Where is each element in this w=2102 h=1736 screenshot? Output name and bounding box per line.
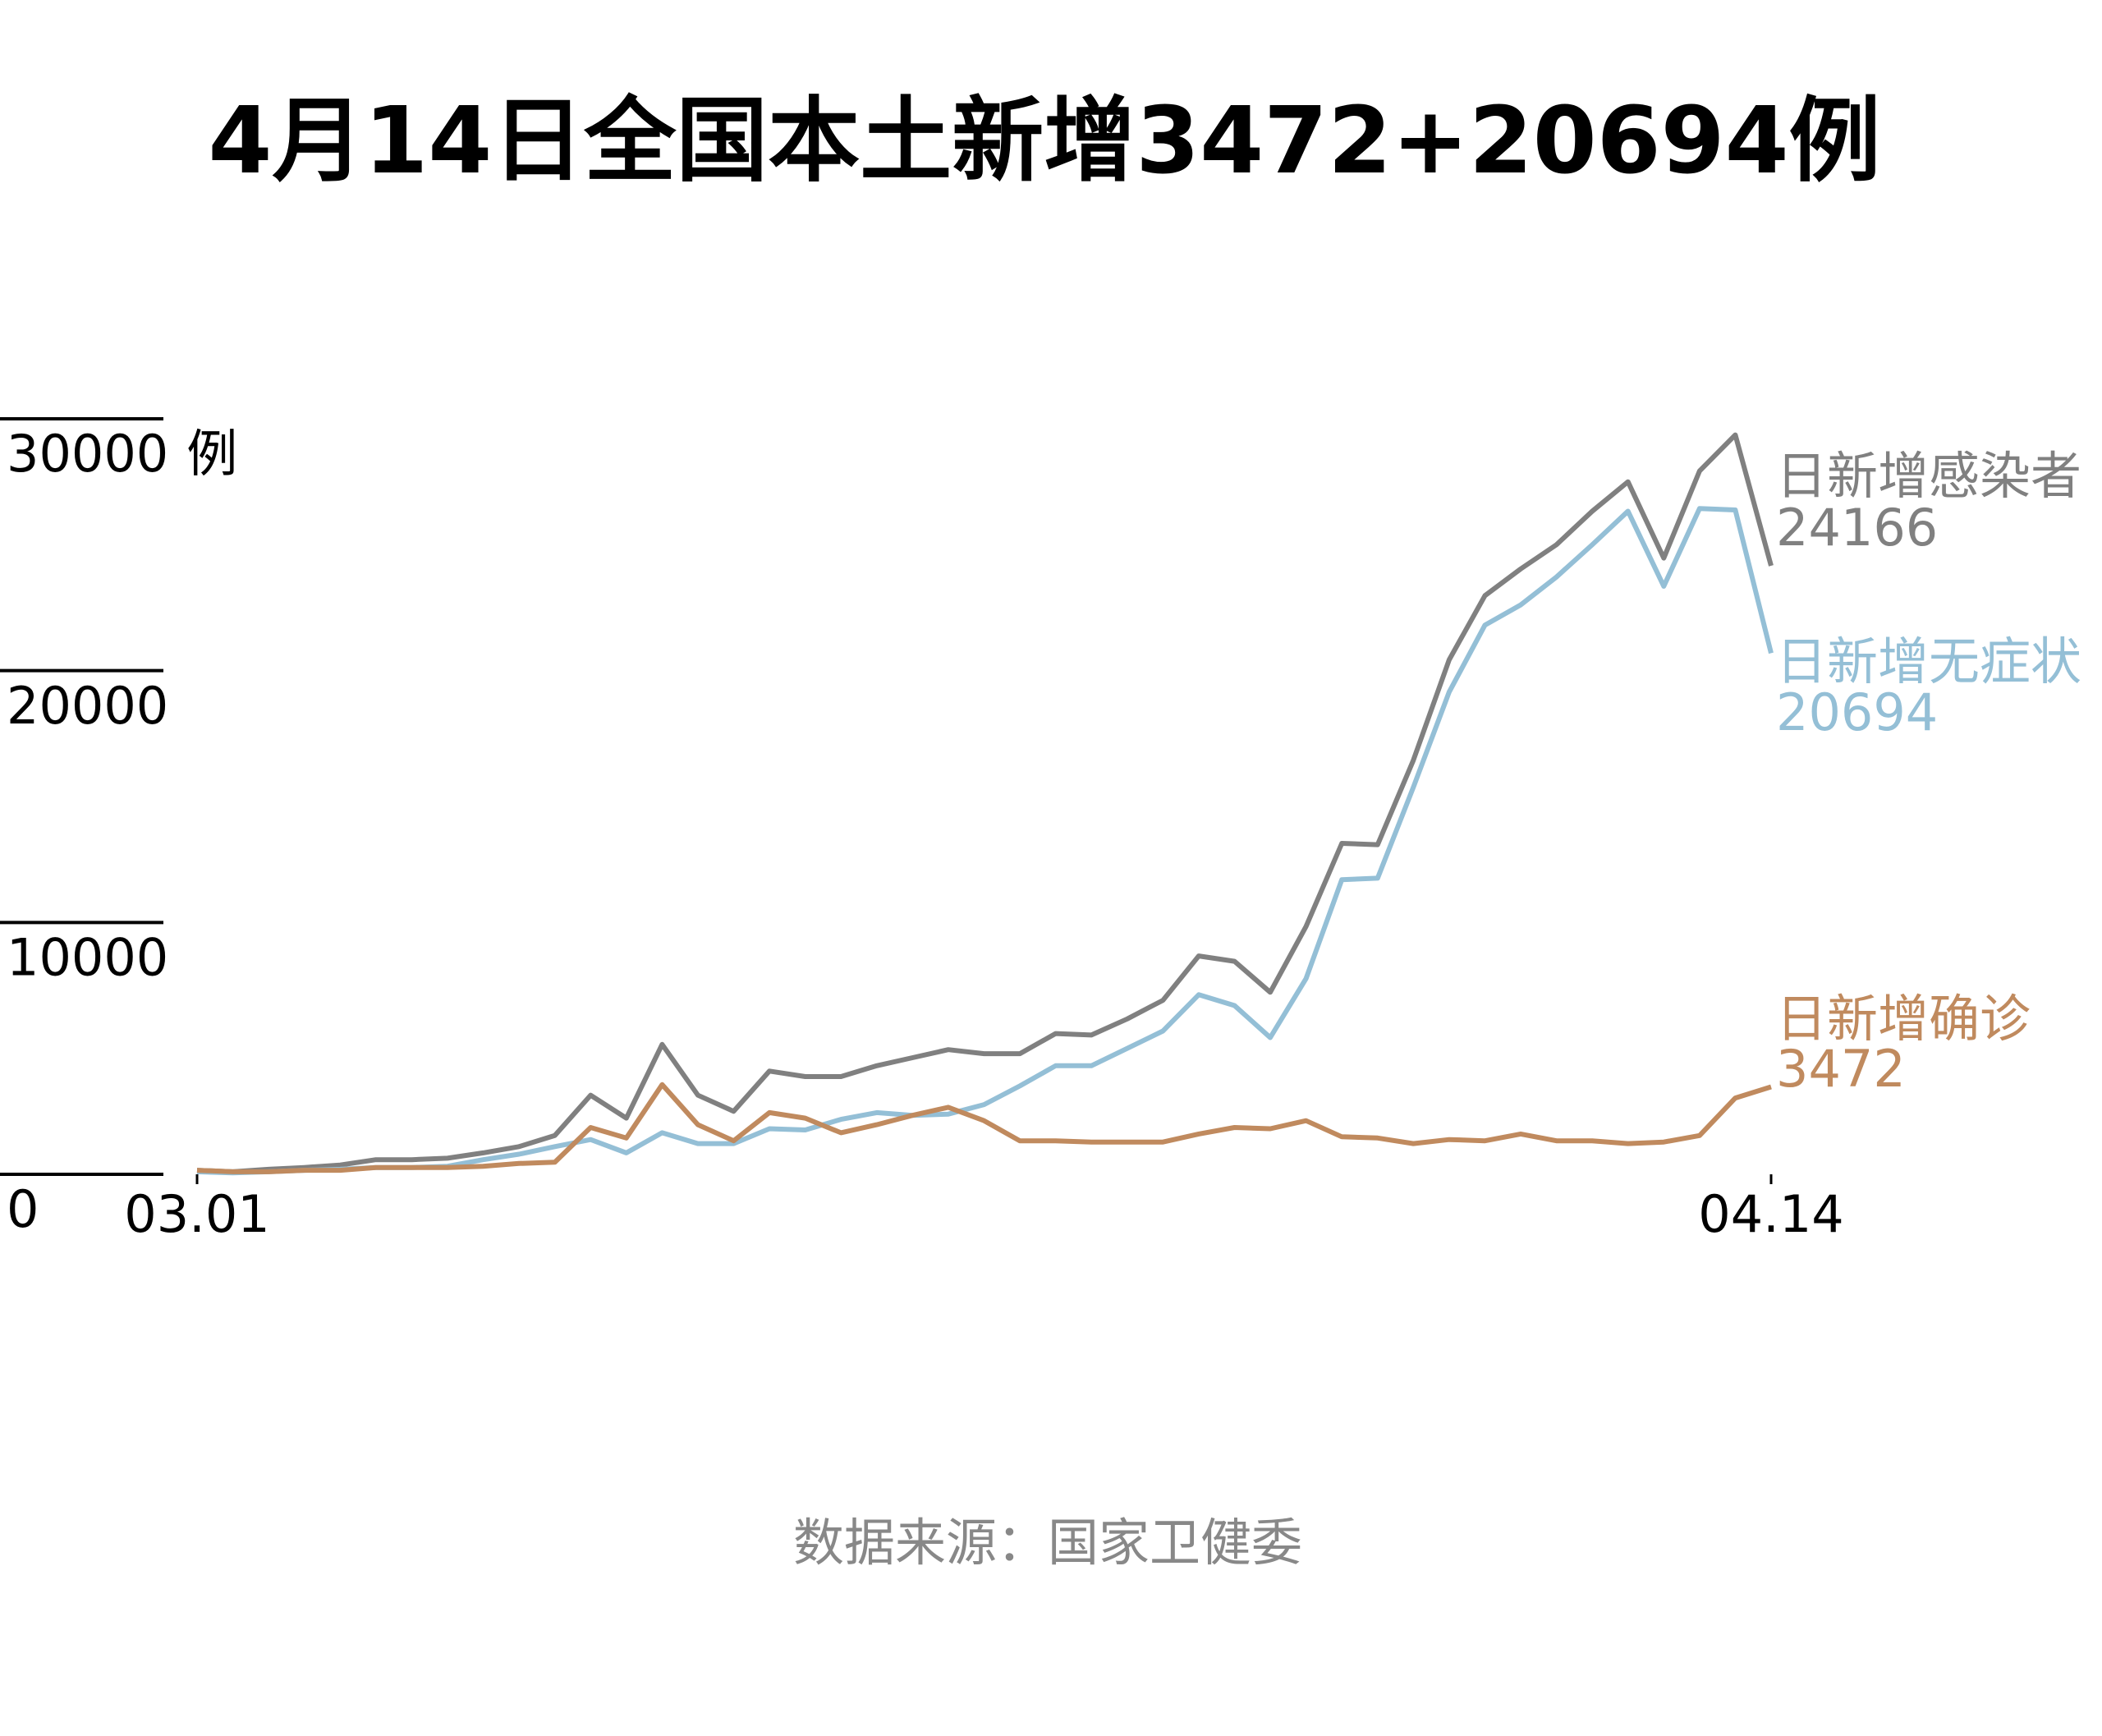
y-tick-label: 0 <box>7 1179 39 1239</box>
x-tick-label: 03.01 <box>124 1184 270 1244</box>
series-name-label: 日新增无症状 <box>1776 631 2081 691</box>
series-value-label: 24166 <box>1776 498 1938 558</box>
y-tick-label: 30000 <box>7 424 168 484</box>
series-line <box>196 432 1774 1174</box>
series-value-label: 20694 <box>1776 682 1938 742</box>
source-note: 数据来源：国家卫健委 <box>793 1513 1302 1573</box>
series-line <box>196 1082 1772 1174</box>
series-line <box>196 506 1774 1176</box>
x-tick-label: 04.14 <box>1698 1184 1844 1244</box>
y-tick-label: 20000 <box>7 676 168 736</box>
series-name-label: 日新增感染者 <box>1776 446 2081 506</box>
series-name-label: 日新增确诊 <box>1776 989 2031 1049</box>
series-value-label: 3472 <box>1776 1039 1906 1099</box>
y-unit: 例 <box>186 424 237 484</box>
y-tick-label: 10000 <box>7 927 168 987</box>
chart-title: 4月14日全国本土新增3472+20694例 <box>209 88 1881 195</box>
